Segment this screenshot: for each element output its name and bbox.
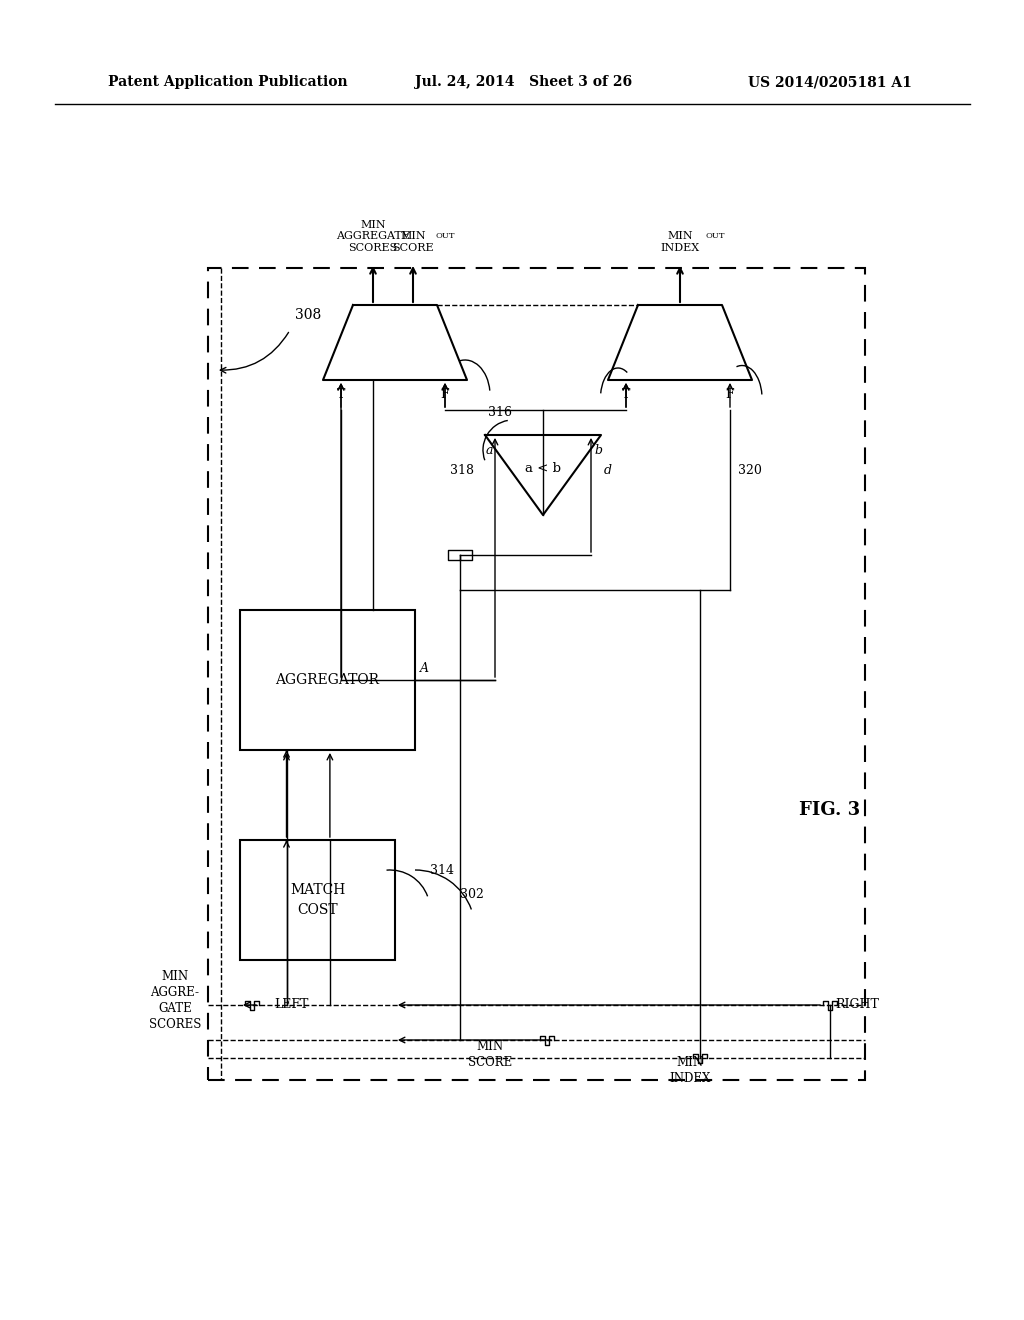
Text: MIN
INDEX: MIN INDEX bbox=[670, 1056, 711, 1085]
Text: F: F bbox=[726, 388, 734, 401]
Text: Jul. 24, 2014   Sheet 3 of 26: Jul. 24, 2014 Sheet 3 of 26 bbox=[415, 75, 632, 88]
Text: MATCH
COST: MATCH COST bbox=[290, 883, 345, 917]
Text: A: A bbox=[420, 663, 429, 675]
Text: AGGREGATOR: AGGREGATOR bbox=[275, 673, 380, 686]
Text: OUT: OUT bbox=[436, 232, 456, 240]
Text: 316: 316 bbox=[488, 407, 512, 420]
Text: Patent Application Publication: Patent Application Publication bbox=[108, 75, 347, 88]
Text: OUT: OUT bbox=[705, 232, 725, 240]
Text: FIG. 3: FIG. 3 bbox=[800, 801, 860, 818]
Text: a: a bbox=[485, 444, 493, 457]
Text: T: T bbox=[337, 388, 345, 401]
Bar bbox=[240, 840, 395, 960]
Text: d: d bbox=[604, 463, 612, 477]
Text: US 2014/0205181 A1: US 2014/0205181 A1 bbox=[748, 75, 912, 88]
Text: 308: 308 bbox=[295, 308, 322, 322]
Text: a < b: a < b bbox=[525, 462, 561, 475]
Text: MIN
AGGRE-
GATE
SCORES: MIN AGGRE- GATE SCORES bbox=[148, 969, 201, 1031]
Text: b: b bbox=[594, 444, 602, 457]
Text: RIGHT: RIGHT bbox=[835, 998, 879, 1011]
Text: LEFT: LEFT bbox=[274, 998, 308, 1011]
Bar bbox=[208, 268, 865, 1080]
Text: F: F bbox=[440, 388, 450, 401]
Text: MIN
SCORE: MIN SCORE bbox=[392, 231, 434, 253]
Text: MIN
AGGREGATE
SCORES: MIN AGGREGATE SCORES bbox=[336, 220, 410, 253]
Text: T: T bbox=[622, 388, 630, 401]
Text: 320: 320 bbox=[738, 463, 762, 477]
Text: 318: 318 bbox=[450, 463, 474, 477]
Text: MIN
INDEX: MIN INDEX bbox=[660, 231, 699, 253]
Text: 302: 302 bbox=[460, 888, 484, 902]
Text: MIN
SCORE: MIN SCORE bbox=[468, 1040, 512, 1069]
Text: 314: 314 bbox=[430, 863, 454, 876]
Bar bbox=[240, 610, 415, 750]
